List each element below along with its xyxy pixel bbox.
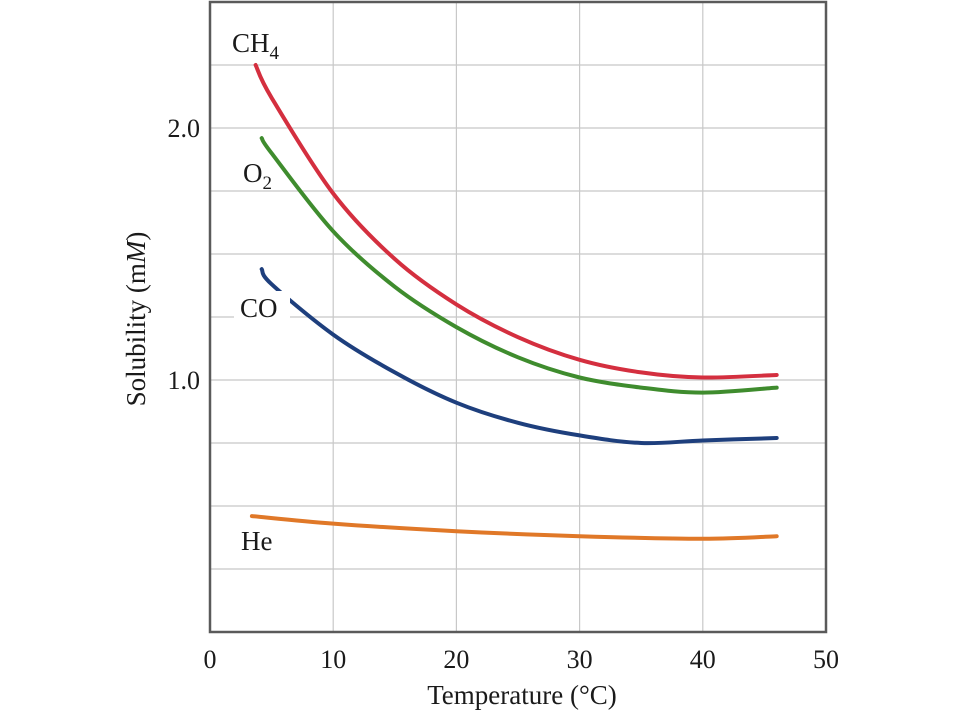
- series-label-he: He: [241, 526, 272, 556]
- x-tick-label: 40: [690, 645, 716, 674]
- y-tick-labels: 1.0 2.0: [168, 114, 201, 395]
- series-line-he: [249, 514, 779, 541]
- series-lines: [249, 63, 779, 541]
- series-line-co: [259, 267, 779, 446]
- x-tick-label: 0: [204, 645, 217, 674]
- y-axis-label: Solubility (mM): [121, 232, 151, 407]
- series-label-backdrop: [234, 291, 290, 325]
- x-tick-label: 30: [567, 645, 593, 674]
- series-labels: CH4 O2 CO He: [232, 28, 290, 556]
- x-tick-label: 10: [320, 645, 346, 674]
- series-line-ch4: [253, 63, 779, 380]
- y-tick-label: 2.0: [168, 114, 201, 143]
- series-line-o2: [259, 136, 779, 395]
- x-tick-label: 20: [443, 645, 469, 674]
- y-tick-label: 1.0: [168, 366, 201, 395]
- series-label-co: CO: [240, 293, 278, 323]
- plot-frame: [208, 0, 828, 634]
- x-axis-label: Temperature (°C): [427, 680, 617, 710]
- gridlines: [210, 2, 826, 632]
- x-tick-label: 50: [813, 645, 839, 674]
- series-label-ch4: CH4: [232, 28, 280, 64]
- series-label-o2: O2: [243, 158, 272, 194]
- x-tick-labels: 0 10 20 30 40 50: [204, 645, 840, 674]
